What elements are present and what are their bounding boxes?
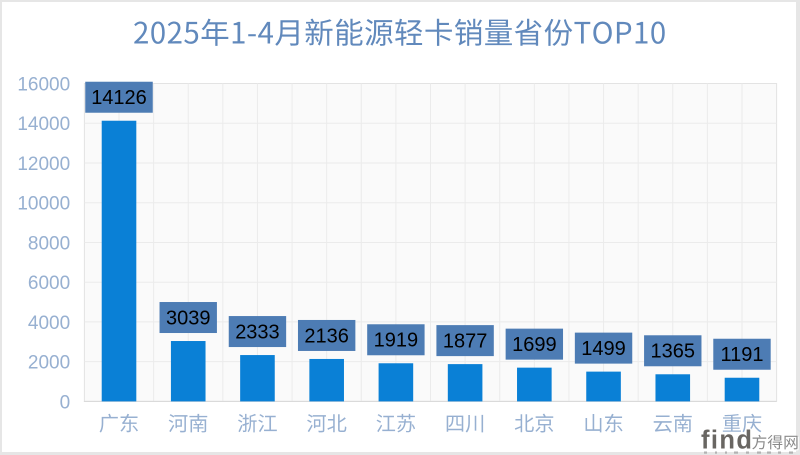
svg-text:14000: 14000 xyxy=(17,114,70,135)
svg-text:3039: 3039 xyxy=(166,307,211,329)
svg-text:1877: 1877 xyxy=(443,331,488,353)
svg-text:1191: 1191 xyxy=(720,344,763,366)
svg-text:2136: 2136 xyxy=(304,325,349,347)
svg-text:8000: 8000 xyxy=(28,233,70,254)
svg-text:1919: 1919 xyxy=(374,330,419,352)
svg-text:12000: 12000 xyxy=(17,154,70,175)
svg-text:1499: 1499 xyxy=(581,338,626,360)
svg-text:16000: 16000 xyxy=(17,74,70,95)
svg-text:find: find xyxy=(701,427,753,455)
svg-text:0: 0 xyxy=(60,392,71,413)
svg-text:14126: 14126 xyxy=(91,87,147,109)
svg-text:4000: 4000 xyxy=(28,313,70,334)
svg-text:10000: 10000 xyxy=(17,194,70,215)
svg-text:2333: 2333 xyxy=(235,321,280,343)
svg-text:2000: 2000 xyxy=(28,353,70,374)
svg-text:1699: 1699 xyxy=(512,334,557,356)
svg-text:6000: 6000 xyxy=(28,273,70,294)
svg-text:1365: 1365 xyxy=(651,341,696,363)
